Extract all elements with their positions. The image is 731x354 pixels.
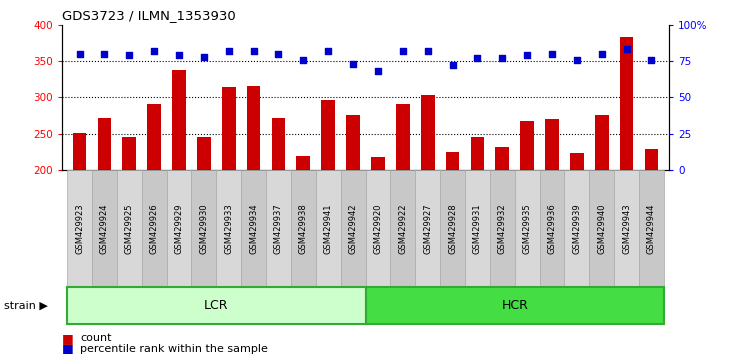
Bar [645,149,659,315]
Text: GSM429926: GSM429926 [150,203,159,254]
Text: GSM429942: GSM429942 [349,203,357,253]
Text: GSM429934: GSM429934 [249,203,258,254]
Point [521,52,533,58]
Text: GSM429944: GSM429944 [647,203,656,253]
Text: GSM429935: GSM429935 [523,203,531,254]
Bar [247,86,260,315]
Text: GSM429932: GSM429932 [498,203,507,254]
Text: GSM429937: GSM429937 [274,203,283,254]
Point [447,63,458,68]
Text: GSM429925: GSM429925 [125,203,134,253]
Point [298,57,309,62]
Text: ■: ■ [62,342,74,354]
Text: GSM429931: GSM429931 [473,203,482,254]
Text: GSM429930: GSM429930 [200,203,208,254]
Point [571,57,583,62]
Text: HCR: HCR [501,299,528,312]
Text: GSM429928: GSM429928 [448,203,457,254]
Text: LCR: LCR [204,299,229,312]
Point [496,55,508,61]
Bar [471,137,484,315]
Point [322,48,334,54]
Point [74,51,86,57]
Point [546,51,558,57]
Bar [197,137,211,315]
Bar [570,153,583,315]
Point [198,54,210,59]
Bar [148,104,161,315]
Text: GSM429943: GSM429943 [622,203,631,254]
Point [596,51,607,57]
Bar [371,157,385,315]
Bar [322,99,335,315]
Bar [396,104,409,315]
Text: GSM429924: GSM429924 [100,203,109,253]
Bar [173,70,186,315]
Text: GSM429923: GSM429923 [75,203,84,254]
Text: GSM429920: GSM429920 [374,203,382,253]
Point [422,48,433,54]
Bar [545,119,558,315]
Bar [72,133,86,315]
Text: GSM429940: GSM429940 [597,203,606,253]
Text: GSM429927: GSM429927 [423,203,432,254]
Text: GDS3723 / ILMN_1353930: GDS3723 / ILMN_1353930 [62,9,236,22]
Point [148,48,160,54]
Bar [620,37,634,315]
Bar [346,115,360,315]
Text: count: count [80,333,112,343]
Text: ■: ■ [62,332,74,344]
Bar [496,147,509,315]
Text: GSM429929: GSM429929 [175,203,183,253]
Point [471,55,483,61]
Point [248,48,260,54]
Point [347,61,359,67]
Bar [97,118,111,315]
Text: GSM429941: GSM429941 [324,203,333,253]
Point [99,51,110,57]
Text: percentile rank within the sample: percentile rank within the sample [80,344,268,354]
Text: GSM429922: GSM429922 [398,203,407,253]
Bar [421,95,434,315]
Bar [595,115,609,315]
Text: GSM429938: GSM429938 [299,203,308,254]
Text: GSM429939: GSM429939 [572,203,581,254]
Point [621,47,632,52]
Bar [520,121,534,315]
Point [372,68,384,74]
Bar [297,156,310,315]
Text: GSM429936: GSM429936 [548,203,556,254]
Point [223,48,235,54]
Bar [272,118,285,315]
Point [273,51,284,57]
Point [645,57,657,62]
Point [173,52,185,58]
Point [397,48,409,54]
Bar [122,137,136,315]
Text: strain ▶: strain ▶ [4,300,48,310]
Bar [222,87,235,315]
Point [124,52,135,58]
Text: GSM429933: GSM429933 [224,203,233,254]
Bar [446,152,459,315]
